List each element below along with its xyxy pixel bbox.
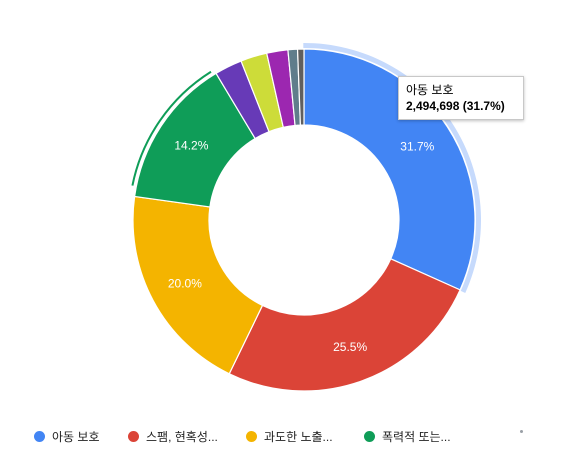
legend-label: 폭력적 또는... [382, 429, 451, 444]
legend-item-spam[interactable]: 스팸, 현혹성... [128, 426, 218, 446]
legend-item-violent[interactable]: 폭력적 또는... [364, 426, 451, 446]
slice-label: 31.7% [400, 140, 434, 154]
legend-item-child-protection[interactable]: 아동 보호 [34, 426, 100, 446]
slice-edge-accent [131, 70, 212, 186]
legend-dot [128, 430, 139, 442]
legend-dot [34, 430, 45, 442]
legend-dot [246, 430, 257, 442]
pie-slice[interactable] [132, 195, 264, 375]
slice-label: 25.5% [333, 340, 367, 354]
legend-label: 스팸, 현혹성... [146, 429, 218, 444]
legend-dot [364, 430, 375, 442]
tooltip-title: 아동 보호 [406, 83, 454, 97]
chart-legend: 아동 보호 스팸, 현혹성... 과도한 노출... 폭력적 또는... [0, 426, 584, 448]
legend-label: 아동 보호 [52, 429, 100, 444]
donut-chart: 31.7% 25.5% 20.0% 14.2% [131, 42, 481, 392]
pie-slice[interactable] [296, 48, 305, 126]
legend-label: 과도한 노출... [264, 429, 333, 444]
slice-label: 14.2% [174, 139, 208, 153]
legend-more-indicator[interactable] [520, 430, 523, 433]
tooltip-value: 2,494,698 (31.7%) [406, 99, 505, 113]
legend-item-nudity[interactable]: 과도한 노출... [246, 426, 333, 446]
chart-tooltip: 아동 보호 2,494,698 (31.7%) [398, 76, 524, 120]
pie-slice[interactable] [228, 258, 461, 392]
slice-label: 20.0% [168, 277, 202, 291]
